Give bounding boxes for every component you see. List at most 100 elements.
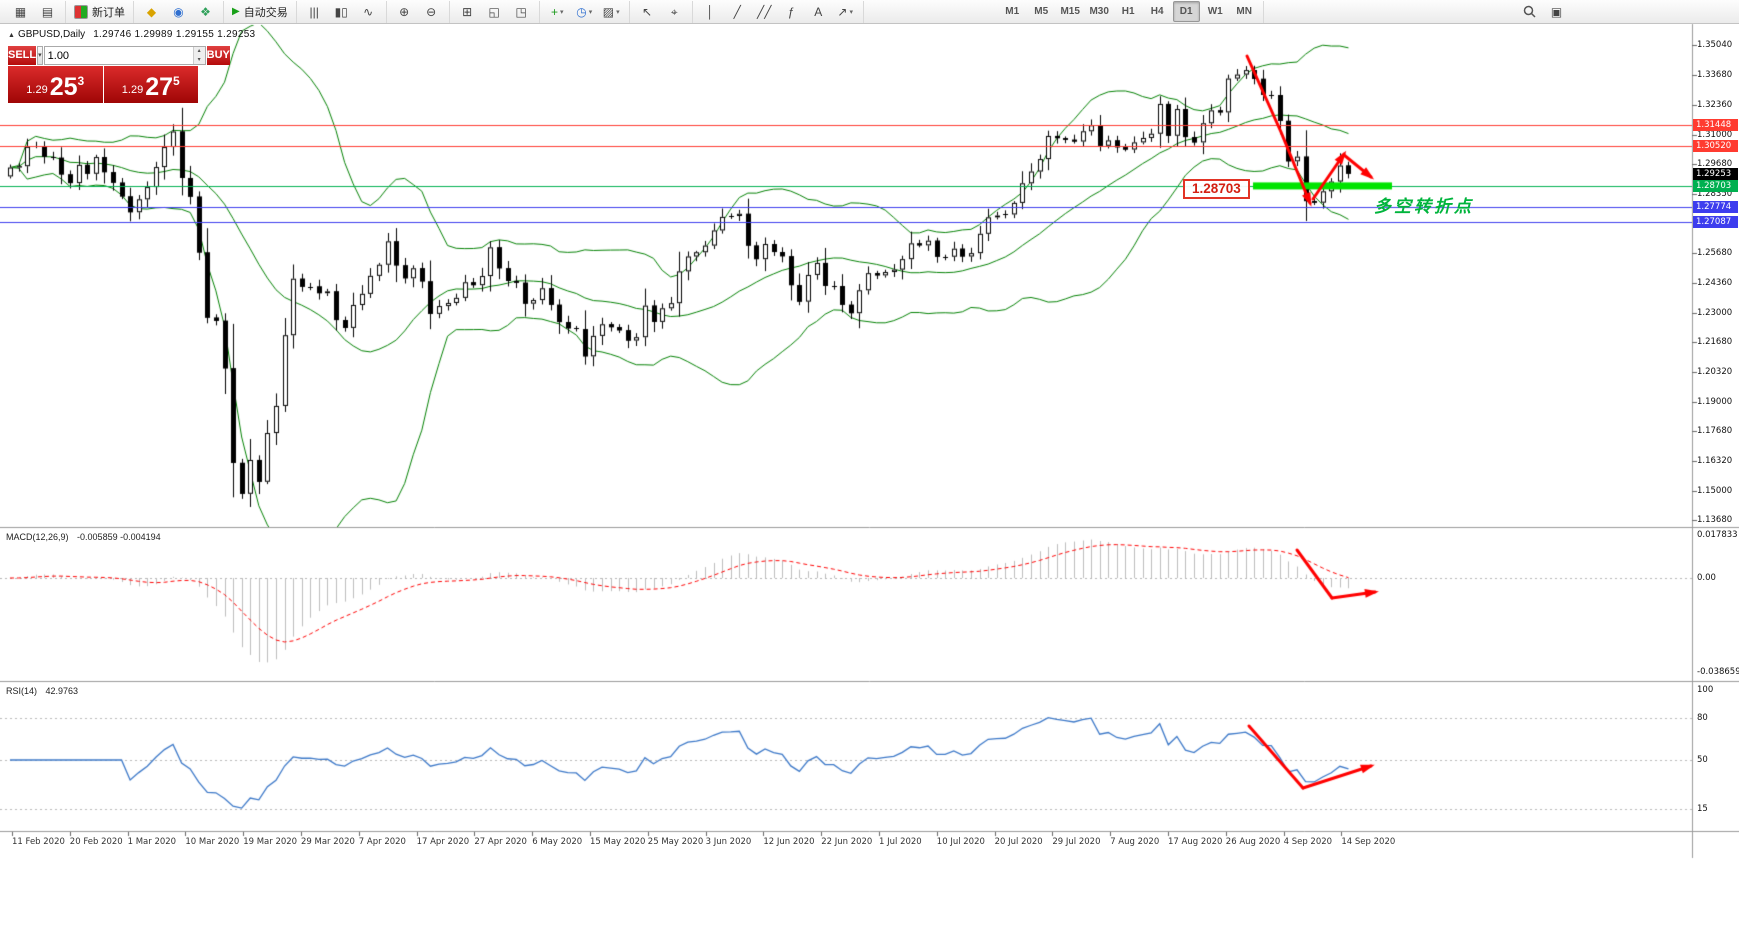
price-tick: 1.23000 — [1697, 307, 1733, 318]
signals-icon-glyph: ❖ — [200, 4, 211, 19]
price-tick: 1.28350 — [1697, 188, 1733, 199]
buy-price-button[interactable]: 1.29 27 5 — [103, 66, 198, 103]
price-tick: 1.17680 — [1697, 426, 1733, 437]
profiles-icon[interactable]: ▤ — [35, 1, 60, 22]
date-label: 3 Jun 2020 — [705, 837, 752, 847]
date-label: 1 Mar 2020 — [127, 837, 177, 847]
objects-list-icon-glyph: ▣ — [1550, 4, 1563, 19]
timeframe-m1-button[interactable]: M1 — [1005, 6, 1020, 17]
metaeditor-icon-glyph: ◆ — [146, 4, 157, 19]
volume-stepper: ▴ ▾ — [192, 47, 205, 64]
price-axis[interactable]: 1.35040 1.33680 1.32360 1.31000 1.29680 1.283… — [1692, 24, 1739, 858]
toolbar-group-chart-types: ||| ▮▯ ∿ — [297, 0, 387, 23]
autotrade-button[interactable]: ▶ 自动交易 — [229, 1, 291, 22]
chart-title: ▲ GBPUSD,Daily 1.29746 1.29989 1.29155 1.2… — [8, 29, 255, 40]
autotrade-button-label: 自动交易 — [243, 6, 288, 19]
line-chart-icon[interactable]: ∿ — [356, 1, 381, 22]
line-chart-icon-glyph: ∿ — [363, 4, 374, 19]
zoom-out-icon-glyph: ⊖ — [426, 4, 437, 19]
market-icon-glyph: ◉ — [173, 4, 184, 19]
periods-menu-button[interactable]: ◷ ▾ — [572, 1, 597, 22]
price-line-label: 1.31448 — [1693, 118, 1738, 131]
timeframe-mn-button[interactable]: MN — [1236, 6, 1252, 17]
timeframe-m15-button[interactable]: M15 — [1060, 6, 1080, 17]
volume-input[interactable] — [44, 47, 193, 64]
crosshair-icon[interactable]: ⌖ — [662, 1, 687, 22]
macd-axis-tick: -0.038659 — [1697, 666, 1739, 677]
date-label: 27 Apr 2020 — [474, 837, 527, 847]
zoom-in-icon[interactable]: ⊕ — [392, 1, 417, 22]
candles-icon-glyph: ▮▯ — [334, 4, 348, 19]
fibonacci-icon-glyph: ƒ — [787, 4, 795, 19]
sell-button[interactable]: SELL — [8, 46, 37, 65]
templates-menu-button[interactable]: ▨ ▾ — [599, 1, 624, 22]
price-line-label: 1.28703 — [1693, 179, 1738, 192]
symbol-period-label: GBPUSD,Daily — [17, 29, 86, 40]
date-label: 17 Aug 2020 — [1168, 837, 1223, 847]
zoom-out-icon[interactable]: ⊖ — [419, 1, 444, 22]
trendline-icon[interactable]: ╱ — [725, 1, 750, 22]
timeframe-h1-button[interactable]: H1 — [1121, 6, 1135, 17]
vertical-line-icon-glyph: │ — [706, 4, 714, 19]
timeframe-m5-button[interactable]: M5 — [1034, 6, 1049, 17]
cascade-windows-icon[interactable]: ◳ — [509, 1, 534, 22]
periods-menu-button-glyph: ◷ — [576, 4, 587, 19]
channel-icon[interactable]: ╱╱ — [752, 1, 777, 22]
arrows-menu-button[interactable]: ↗ ▾ — [833, 1, 858, 22]
metaeditor-icon[interactable]: ◆ — [139, 1, 164, 22]
timeframe-d1-button[interactable]: D1 — [1172, 1, 1200, 22]
templates-menu-button-dropdown-icon[interactable]: ▾ — [616, 8, 620, 16]
buy-price-big: 27 — [145, 73, 174, 101]
text-icon[interactable]: A — [806, 1, 831, 22]
arrows-menu-button-dropdown-icon[interactable]: ▾ — [849, 8, 853, 16]
time-axis[interactable]: 11 Feb 2020 20 Feb 2020 1 Mar 2020 10 Mar 2… — [0, 836, 1692, 852]
toolbar-group-insert: + ▾ ◷ ▾ ▨ ▾ — [540, 0, 630, 23]
macd-axis-tick: 0.017833 — [1697, 529, 1738, 540]
vertical-line-icon[interactable]: │ — [698, 1, 723, 22]
grid-icon[interactable]: ⊞ — [455, 1, 480, 22]
date-label: 26 Aug 2020 — [1225, 837, 1281, 847]
periods-menu-button-dropdown-icon[interactable]: ▾ — [588, 8, 593, 16]
search-icon[interactable] — [1517, 1, 1542, 22]
toolbar-group-trade: 新订单 — [66, 0, 134, 23]
rsi-indicator-label: RSI(14) 42.9763 — [6, 686, 78, 696]
timeframe-h4-button[interactable]: H4 — [1150, 6, 1164, 17]
new-order-button[interactable]: 新订单 — [71, 1, 128, 22]
macd-indicator-label: MACD(12,26,9) -0.005859 -0.004194 — [6, 532, 161, 542]
price-tick: 1.15000 — [1697, 485, 1733, 496]
volume-down-button[interactable]: ▾ — [193, 55, 205, 64]
profiles-icon-glyph: ▤ — [41, 4, 54, 19]
cascade-windows-icon-glyph: ◳ — [515, 4, 527, 19]
timeframe-m30-button[interactable]: M30 — [1089, 6, 1109, 17]
new-chart-icon[interactable]: ▦ — [8, 1, 33, 22]
price-line-label: 1.27087 — [1693, 215, 1738, 228]
buy-button[interactable]: BUY — [206, 46, 230, 65]
fibonacci-icon[interactable]: ƒ — [779, 1, 804, 22]
cursor-icon-glyph: ↖ — [642, 4, 653, 19]
date-label: 4 Sep 2020 — [1283, 837, 1333, 847]
trade-panel-top-row: SELL ▾ ▴ ▾ BUY — [8, 46, 230, 65]
trade-panel-price-row: 1.29 25 3 1.29 27 5 — [8, 66, 198, 103]
cursor-icon[interactable]: ↖ — [635, 1, 660, 22]
toolbar-group-objects: │ ╱ ╱╱ ƒ A ↗ ▾ — [693, 0, 864, 23]
market-icon[interactable]: ◉ — [166, 1, 191, 22]
date-label: 7 Apr 2020 — [358, 837, 406, 847]
rsi-axis-tick: 50 — [1697, 755, 1708, 765]
add-indicator-button-dropdown-icon[interactable]: ▾ — [559, 8, 564, 16]
timeframe-w1-button[interactable]: W1 — [1207, 6, 1223, 17]
new-chart-icon-glyph: ▦ — [14, 4, 27, 19]
candles-icon[interactable]: ▮▯ — [329, 1, 354, 22]
date-label: 29 Jul 2020 — [1052, 837, 1101, 847]
bars-icon[interactable]: ||| — [302, 1, 327, 22]
signals-icon[interactable]: ❖ — [193, 1, 218, 22]
objects-list-icon[interactable]: ▣ — [1544, 1, 1569, 22]
tile-windows-icon[interactable]: ◱ — [482, 1, 507, 22]
volume-dropdown[interactable]: ▾ — [37, 46, 43, 65]
price-tick: 1.13680 — [1697, 515, 1733, 525]
date-label: 10 Mar 2020 — [185, 837, 240, 847]
new-order-icon — [74, 4, 88, 19]
volume-up-button[interactable]: ▴ — [193, 47, 205, 56]
sell-price-button[interactable]: 1.29 25 3 — [8, 66, 103, 103]
add-indicator-button[interactable]: + ▾ — [545, 1, 570, 22]
